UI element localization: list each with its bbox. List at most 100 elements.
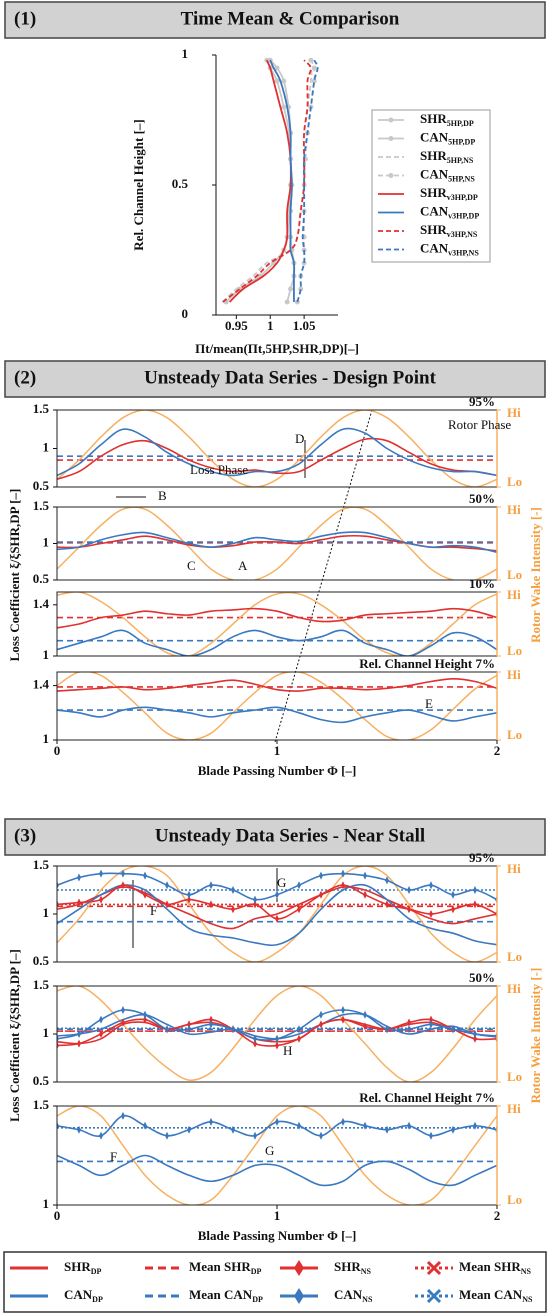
rotor-wake-line	[57, 672, 497, 740]
y2-tick-label: Hi	[507, 667, 521, 682]
section-title: Unsteady Data Series - Design Point	[144, 367, 437, 388]
ns-marker	[363, 871, 367, 880]
legend-label: SHR5HP,DP	[420, 111, 474, 128]
legend-sub: NS	[362, 1295, 373, 1304]
legend-label: Mean SHRDP	[189, 1259, 262, 1276]
ns-marker	[385, 1125, 389, 1134]
ns-marker	[143, 890, 147, 899]
legend-label: Mean CANNS	[459, 1287, 533, 1304]
ns-marker	[451, 1125, 455, 1134]
legend-name: CAN	[420, 129, 449, 144]
legend-label: CANDP	[64, 1287, 103, 1304]
ns-marker	[253, 1034, 257, 1043]
y-tick-label: 0.5	[33, 571, 50, 586]
ns-marker	[407, 1025, 411, 1034]
ns-marker	[209, 881, 213, 890]
y2-tick-label: Hi	[507, 1101, 521, 1116]
ns-marker	[231, 886, 235, 894]
ns-marker	[385, 1025, 389, 1034]
legend-name: SHR	[64, 1259, 91, 1274]
ns-marker	[99, 1030, 103, 1038]
profile-marker	[288, 286, 294, 292]
legend-name: Mean SHR	[459, 1259, 521, 1274]
annotation: F	[150, 903, 157, 918]
ns-marker	[473, 1030, 477, 1038]
ns-marker	[143, 1010, 147, 1019]
ns-marker	[275, 1034, 279, 1043]
rotor-wake-line	[57, 507, 497, 580]
ns-marker	[209, 1117, 213, 1126]
ns-marker	[407, 1018, 411, 1027]
legend-sub: NS	[361, 1267, 372, 1276]
ns-marker	[451, 905, 455, 914]
x-tick-label: 2	[494, 743, 501, 758]
ns-marker	[143, 1121, 147, 1130]
ns-marker	[341, 1117, 345, 1126]
x-axis-label: Πt/mean(Πt,5HP,SHR,DP)[–]	[195, 341, 359, 356]
loss-line	[57, 1154, 497, 1187]
legend-sub: DP	[251, 1267, 262, 1276]
legend-name: CAN	[334, 1287, 363, 1302]
rotor-wake-line	[57, 592, 497, 656]
ns-marker	[121, 881, 125, 890]
y-tick-label: 1.5	[33, 1097, 50, 1112]
y-tick-label: 1.5	[33, 857, 50, 872]
ns-marker	[165, 881, 169, 890]
ns-marker	[275, 1041, 279, 1050]
y-tick-label: 1	[43, 905, 50, 920]
y2-tick-label: Lo	[507, 1069, 522, 1084]
profile-marker	[281, 78, 287, 84]
y-tick-label: 1	[43, 731, 50, 746]
legend-name: CAN	[420, 203, 449, 218]
panel-plot	[57, 986, 497, 1082]
legend-marker	[388, 173, 394, 178]
y-tick-label: 1	[43, 534, 50, 549]
ns-marker	[297, 905, 301, 914]
ns-marker	[473, 1121, 477, 1130]
legend-sub: 5HP,DP	[447, 119, 474, 128]
y-tick-label: 1	[43, 439, 50, 454]
y2-tick-label: Hi	[507, 587, 521, 602]
legend-marker	[294, 1260, 304, 1276]
ns-marker	[319, 1010, 323, 1019]
x-tick-label: 0	[54, 1208, 61, 1223]
ns-marker	[187, 1025, 191, 1034]
panel-label: 50%	[469, 970, 495, 985]
profile-line	[225, 59, 292, 303]
panel-plot	[57, 507, 497, 580]
ns-marker	[363, 1121, 367, 1130]
y2-tick-label: Hi	[507, 981, 521, 996]
loss-line	[57, 886, 497, 930]
ns-marker	[77, 898, 81, 907]
ns-marker	[165, 1025, 169, 1034]
legend-marker	[426, 1260, 442, 1276]
ns-marker	[121, 1006, 125, 1014]
ns-marker	[253, 1131, 257, 1140]
panel-frame	[56, 409, 498, 488]
annotation: C	[187, 558, 196, 573]
legend-marker	[426, 1288, 442, 1304]
ns-marker	[209, 1015, 213, 1024]
ns-marker	[319, 1131, 323, 1140]
legend-box	[371, 109, 491, 263]
legend-sub: 5HP,NS	[448, 175, 475, 184]
legend-label: Mean SHRNS	[459, 1259, 532, 1276]
ns-marker	[451, 1025, 455, 1034]
y-tick-label: 1	[43, 1196, 50, 1211]
ns-marker	[253, 1039, 257, 1048]
section-title: Time Mean & Comparison	[181, 8, 400, 29]
profile-line	[296, 59, 316, 303]
ns-marker	[275, 890, 279, 899]
legend-marker	[388, 117, 394, 123]
ns-marker	[165, 900, 169, 909]
x-tick-label: 1	[274, 1208, 281, 1223]
ns-marker	[451, 890, 455, 899]
legend-marker	[388, 136, 394, 141]
ns-marker	[473, 900, 477, 909]
ns-marker	[77, 873, 81, 882]
ns-marker	[253, 900, 257, 909]
ns-marker	[253, 895, 257, 904]
ns-marker	[297, 1121, 301, 1130]
annotation: H	[283, 1043, 292, 1058]
